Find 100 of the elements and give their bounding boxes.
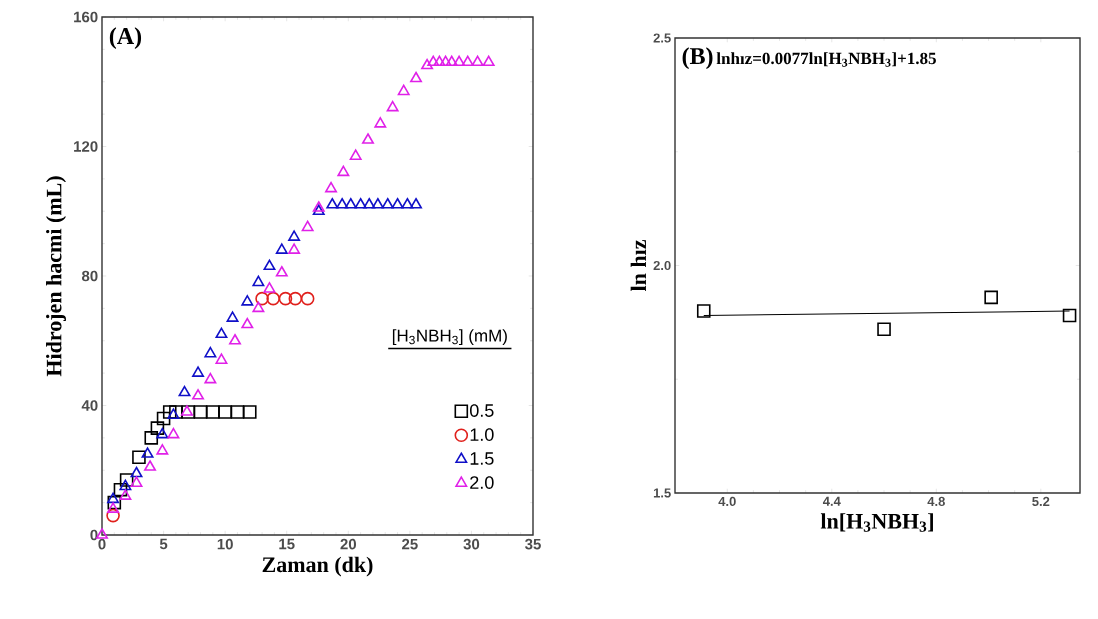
y-axis-title: ln hız xyxy=(630,240,646,292)
point xyxy=(300,291,315,306)
point xyxy=(119,473,134,487)
x-tick-label: 5.2 xyxy=(1032,496,1050,507)
point xyxy=(107,495,122,510)
point xyxy=(215,353,228,364)
point xyxy=(433,55,446,67)
point xyxy=(439,55,452,67)
point xyxy=(381,197,394,209)
point xyxy=(278,291,293,306)
x-tick-label: 20 xyxy=(340,538,356,550)
point xyxy=(206,405,220,419)
x-tick-label: 4.4 xyxy=(822,496,841,506)
point xyxy=(288,230,301,241)
point xyxy=(445,55,458,67)
point xyxy=(326,197,339,209)
x-tick-label: 25 xyxy=(402,538,418,550)
point xyxy=(337,165,350,177)
point xyxy=(984,290,998,305)
point xyxy=(107,492,120,504)
point xyxy=(397,84,410,96)
point xyxy=(263,282,276,293)
point xyxy=(421,58,434,70)
point xyxy=(386,100,399,112)
point xyxy=(354,197,367,209)
point xyxy=(410,71,423,83)
point xyxy=(150,421,165,435)
point xyxy=(241,317,254,329)
point xyxy=(471,55,484,67)
annotation: lnhız=0.0077ln[H$_{3}$NBH$_{3}$]+1.85 xyxy=(716,52,936,67)
legend-title: [H$_{3}$NBH$_{3}$] (mM) xyxy=(392,329,507,346)
y-tick-label: 1.5 xyxy=(653,488,671,498)
point xyxy=(344,197,357,209)
point xyxy=(391,197,404,209)
y-tick-label: 0 xyxy=(90,529,98,541)
point xyxy=(275,243,288,254)
point xyxy=(193,405,208,419)
point xyxy=(242,405,257,419)
point xyxy=(263,259,276,271)
point xyxy=(696,304,711,318)
point xyxy=(255,291,269,306)
y-tick-label: 40 xyxy=(81,400,98,411)
point xyxy=(204,372,217,384)
point xyxy=(410,197,423,209)
point xyxy=(349,149,362,161)
point xyxy=(144,460,157,471)
point xyxy=(141,447,154,458)
point xyxy=(877,322,891,336)
legend-label: 0.5 xyxy=(470,404,494,417)
point xyxy=(371,197,384,209)
point xyxy=(336,197,349,209)
point xyxy=(215,327,228,339)
point xyxy=(453,55,466,67)
point xyxy=(401,197,414,209)
point xyxy=(312,201,325,212)
y-tick-label: 120 xyxy=(74,141,98,152)
point xyxy=(229,333,241,345)
x-tick-label: 0 xyxy=(98,538,106,550)
point xyxy=(482,55,495,67)
point xyxy=(156,427,169,439)
x-tick-label: 30 xyxy=(463,538,480,550)
point xyxy=(275,265,288,277)
point xyxy=(288,243,301,254)
annotation: (B) xyxy=(682,47,713,70)
point xyxy=(325,181,338,193)
point xyxy=(130,476,143,487)
point xyxy=(230,405,245,419)
legend-label: 1.5 xyxy=(470,452,494,465)
point xyxy=(252,275,265,287)
point xyxy=(178,385,191,397)
point xyxy=(461,55,474,67)
annotation: (A) xyxy=(109,27,142,50)
x-tick-label: 4.0 xyxy=(718,496,736,507)
point xyxy=(226,311,239,322)
point xyxy=(156,411,171,426)
point xyxy=(1062,308,1077,323)
x-tick-label: 10 xyxy=(217,538,233,550)
point xyxy=(374,117,387,128)
point xyxy=(361,133,374,144)
point xyxy=(156,444,169,455)
point xyxy=(132,450,146,465)
point xyxy=(167,427,180,439)
y-tick-label: 160 xyxy=(74,11,98,23)
point xyxy=(119,479,132,491)
legend-label: 2.0 xyxy=(470,476,494,489)
point xyxy=(192,366,205,377)
point xyxy=(427,55,440,67)
point xyxy=(252,301,265,313)
point xyxy=(107,502,120,513)
point xyxy=(204,346,217,358)
x-axis-title: Zaman (dk) xyxy=(262,556,373,577)
x-tick-label: 15 xyxy=(279,538,295,550)
y-tick-label: 80 xyxy=(81,270,98,282)
point xyxy=(312,204,325,216)
point xyxy=(144,431,159,445)
point xyxy=(119,489,132,500)
point xyxy=(192,388,205,400)
point xyxy=(301,220,314,232)
point xyxy=(363,197,376,209)
legend-label: 1.0 xyxy=(470,428,494,441)
